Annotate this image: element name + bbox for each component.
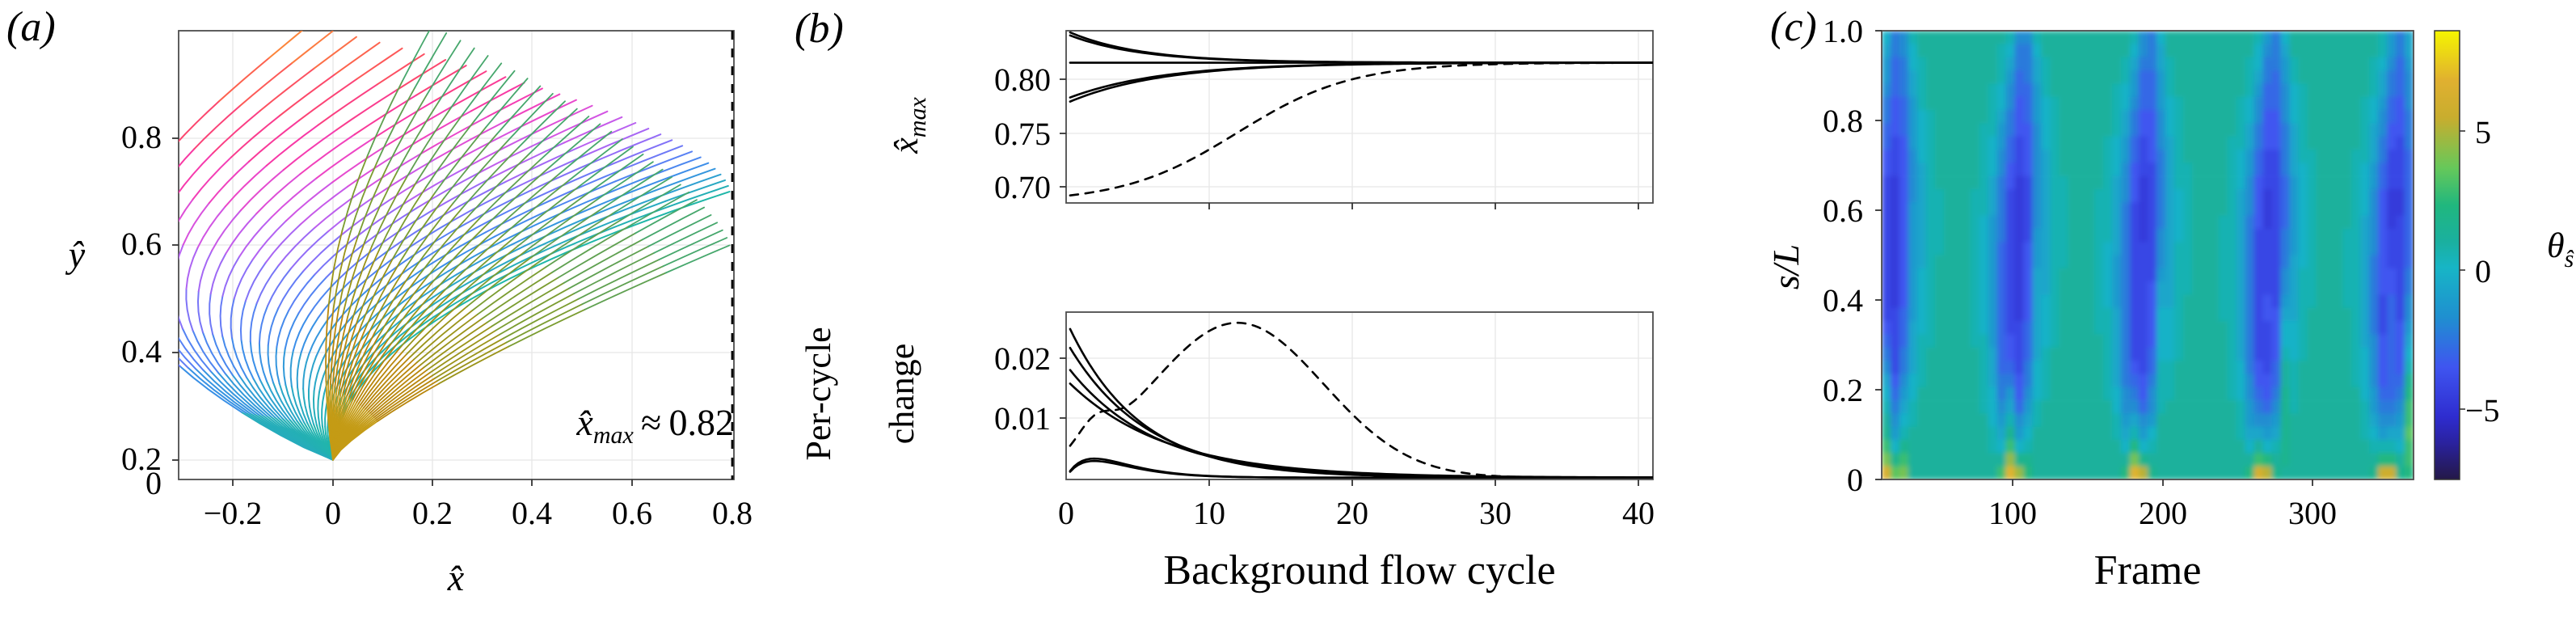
svg-text:0: 0 (325, 495, 341, 531)
svg-text:0.2: 0.2 (1823, 372, 1863, 408)
svg-text:0: 0 (1058, 495, 1074, 531)
svg-text:0.2: 0.2 (412, 495, 453, 531)
svg-text:0.80: 0.80 (994, 61, 1051, 98)
svg-text:20: 20 (1336, 495, 1368, 531)
svg-text:0.02: 0.02 (994, 340, 1051, 377)
svg-text:0.75: 0.75 (994, 116, 1051, 152)
svg-text:5: 5 (2475, 114, 2491, 150)
svg-text:10: 10 (1193, 495, 1225, 531)
svg-text:−0.2: −0.2 (204, 495, 263, 531)
svg-text:0.6: 0.6 (1823, 192, 1863, 229)
svg-text:200: 200 (2139, 495, 2187, 531)
svg-text:0.8: 0.8 (121, 119, 162, 155)
svg-text:0: 0 (1847, 462, 1863, 498)
svg-text:0.8: 0.8 (712, 495, 753, 531)
svg-text:Per-cycle: Per-cycle (799, 327, 838, 460)
svg-text:0: 0 (2475, 253, 2491, 289)
svg-text:0.4: 0.4 (1823, 282, 1863, 319)
svg-text:0.4: 0.4 (121, 333, 162, 370)
svg-text:s/L: s/L (1765, 244, 1807, 289)
svg-text:0: 0 (145, 465, 162, 501)
svg-text:ŷ: ŷ (65, 234, 86, 275)
svg-text:(b): (b) (795, 6, 844, 52)
svg-text:x̂: x̂ (447, 557, 465, 598)
svg-text:30: 30 (1479, 495, 1511, 531)
svg-text:Frame: Frame (2094, 547, 2202, 593)
svg-text:0.8: 0.8 (1823, 103, 1863, 139)
svg-text:0.6: 0.6 (612, 495, 652, 531)
svg-text:0.6: 0.6 (121, 226, 162, 262)
svg-text:Background flow cycle: Background flow cycle (1163, 547, 1555, 593)
svg-text:100: 100 (1988, 495, 2037, 531)
svg-text:0.01: 0.01 (994, 400, 1051, 437)
svg-text:0.4: 0.4 (512, 495, 552, 531)
svg-text:300: 300 (2288, 495, 2337, 531)
svg-text:(a): (a) (6, 4, 56, 50)
svg-text:−5: −5 (2465, 392, 2500, 429)
svg-text:40: 40 (1622, 495, 1655, 531)
svg-text:(c): (c) (1770, 4, 1817, 50)
svg-text:0.70: 0.70 (994, 169, 1051, 205)
svg-text:1.0: 1.0 (1823, 13, 1863, 49)
svg-text:change: change (882, 344, 921, 445)
